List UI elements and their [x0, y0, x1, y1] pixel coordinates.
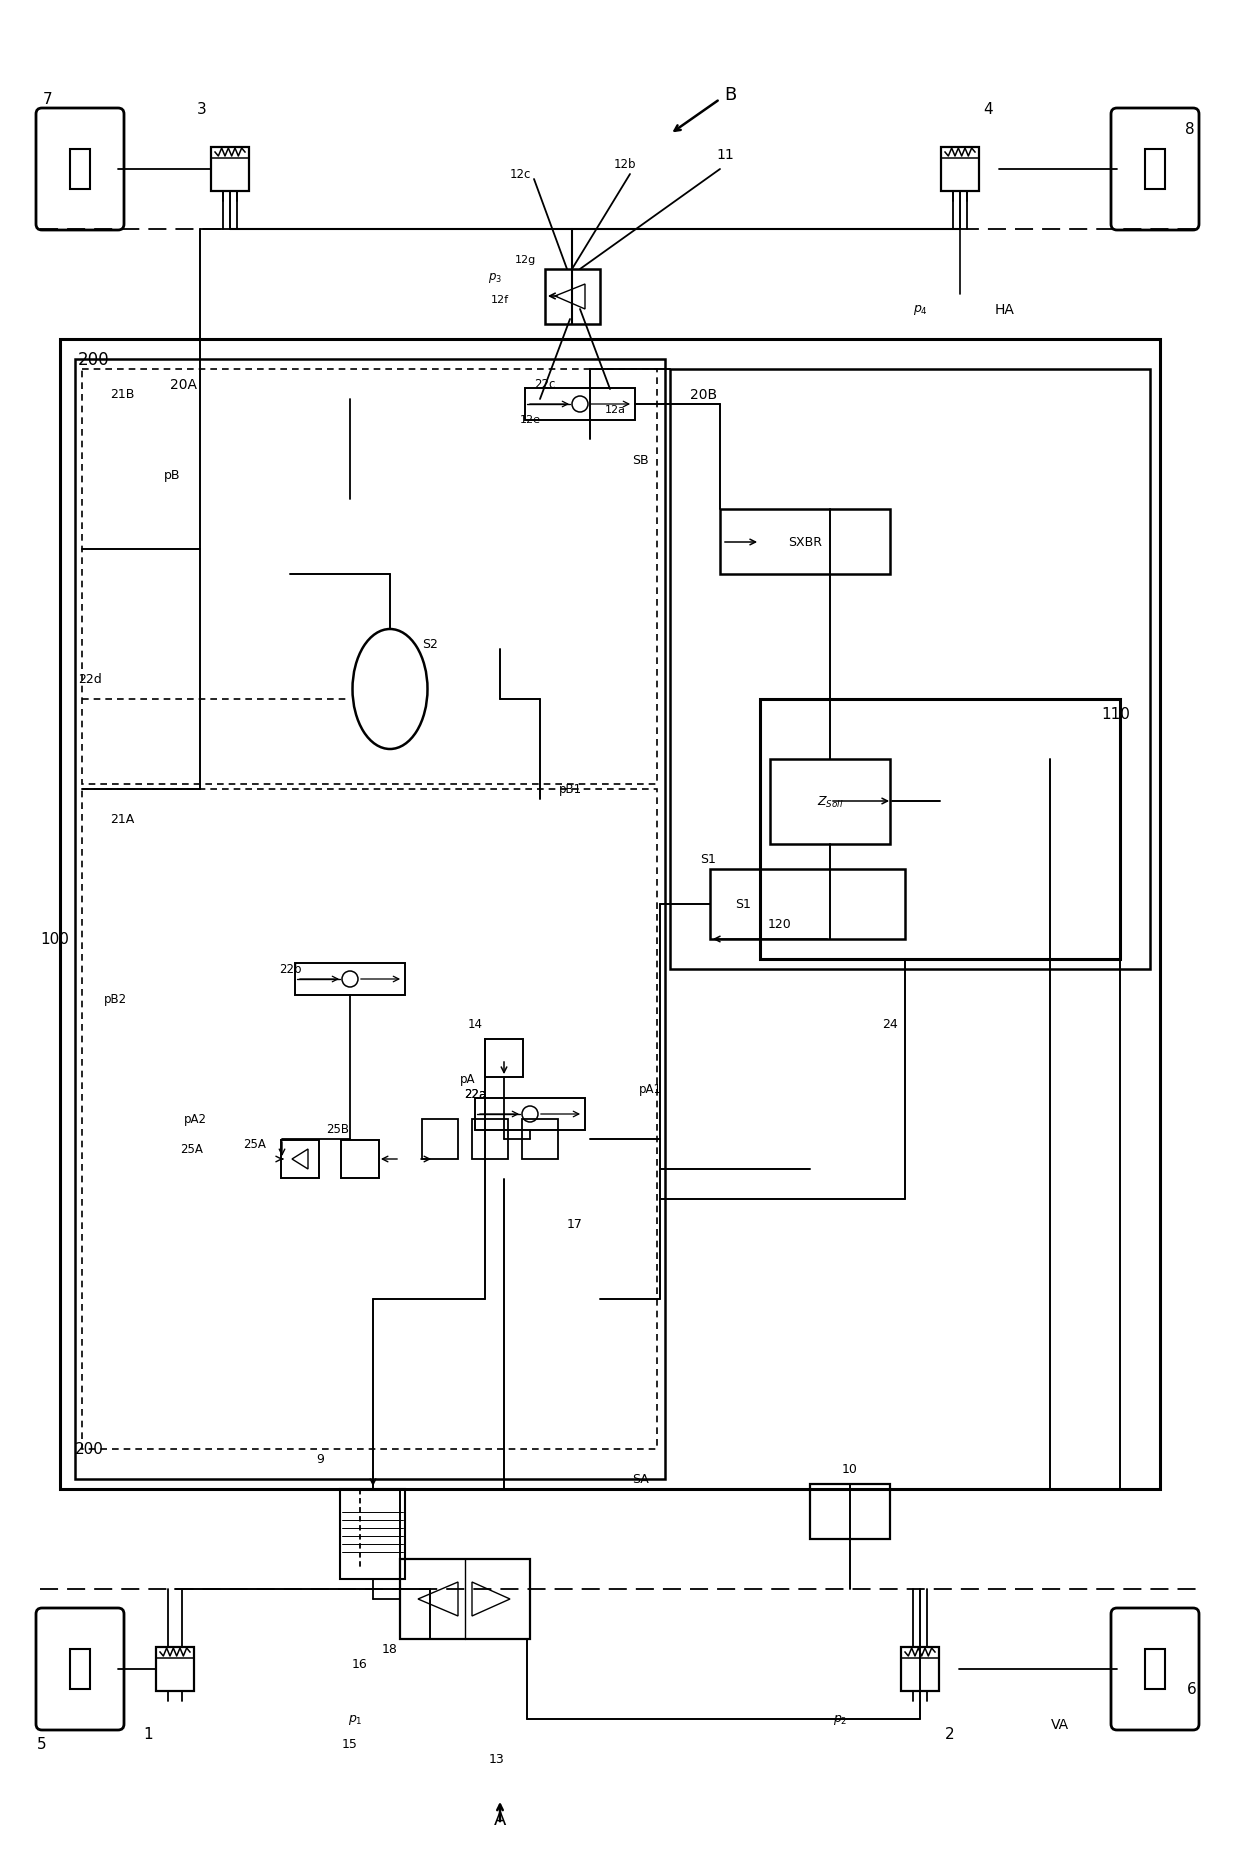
Text: S1: S1 [735, 897, 751, 910]
Bar [711, 869, 905, 940]
Text: 22c: 22c [534, 378, 556, 391]
Bar [340, 1510, 405, 1555]
Text: 10: 10 [842, 1463, 858, 1476]
Text: 200: 200 [78, 350, 109, 369]
Text: S1: S1 [701, 852, 715, 865]
Text: SXBR: SXBR [787, 536, 822, 549]
Text: 15: 15 [342, 1738, 358, 1751]
Text: SA: SA [631, 1472, 649, 1485]
Text: 21B: 21B [110, 388, 134, 401]
Text: 12b: 12b [614, 159, 636, 172]
Bar [82, 369, 657, 785]
Text: 18: 18 [382, 1643, 398, 1656]
Bar [422, 1120, 458, 1159]
Bar [525, 390, 635, 421]
Text: 8: 8 [1185, 122, 1195, 137]
Text: 22b: 22b [279, 963, 301, 976]
Text: pB: pB [164, 468, 180, 481]
Bar [472, 1120, 508, 1159]
Text: 22a: 22a [464, 1088, 486, 1101]
Bar [901, 1646, 939, 1691]
Text: $p_3$: $p_3$ [489, 272, 502, 285]
Text: pA1: pA1 [639, 1083, 661, 1096]
Text: 2: 2 [945, 1727, 955, 1742]
Text: $p_2$: $p_2$ [833, 1712, 847, 1727]
Bar [720, 509, 890, 575]
Bar [1145, 1648, 1166, 1689]
Text: $p_1$: $p_1$ [347, 1712, 362, 1727]
Text: 5: 5 [37, 1736, 47, 1751]
Text: 20A: 20A [170, 378, 197, 391]
Text: 100: 100 [40, 933, 69, 948]
Text: 22a: 22a [464, 1088, 486, 1101]
Bar [211, 148, 249, 191]
Text: 16: 16 [352, 1658, 368, 1671]
Text: 120: 120 [768, 918, 792, 931]
Text: 22d: 22d [78, 672, 102, 686]
Bar [340, 1489, 405, 1579]
Text: 25A: 25A [243, 1139, 267, 1150]
Text: pB2: pB2 [103, 993, 126, 1006]
Text: HA: HA [994, 303, 1014, 317]
Text: B: B [724, 86, 737, 103]
Text: 11: 11 [717, 148, 734, 161]
Text: 24: 24 [882, 1017, 898, 1030]
Text: 12f: 12f [491, 294, 510, 305]
Text: 20B: 20B [689, 388, 717, 403]
Text: 17: 17 [567, 1217, 583, 1231]
Bar [74, 360, 665, 1480]
Text: pA2: pA2 [184, 1113, 207, 1126]
Bar [770, 760, 890, 845]
Text: 6: 6 [1187, 1682, 1197, 1697]
Text: 25B: 25B [326, 1124, 350, 1135]
Bar [546, 270, 600, 324]
Bar [401, 1558, 529, 1639]
Text: 12a: 12a [605, 405, 625, 414]
Text: 14: 14 [467, 1017, 482, 1030]
Text: 110: 110 [1101, 708, 1130, 723]
Bar [60, 339, 1159, 1489]
Bar [281, 1141, 319, 1178]
Text: 21A: 21A [110, 813, 134, 826]
Bar [69, 1648, 91, 1689]
Bar [82, 790, 657, 1450]
Text: A: A [494, 1809, 506, 1828]
Text: $Z_{Soll}$: $Z_{Soll}$ [817, 794, 843, 809]
Bar [341, 1141, 379, 1178]
Text: 13: 13 [489, 1753, 505, 1766]
Bar [760, 701, 1120, 959]
Bar [485, 1040, 523, 1077]
Text: 25A: 25A [181, 1143, 203, 1156]
Bar [670, 369, 1149, 970]
Text: 3: 3 [197, 103, 207, 118]
Text: 12e: 12e [520, 414, 541, 425]
Text: 12c: 12c [510, 169, 531, 182]
Text: 12g: 12g [515, 255, 536, 264]
Text: 4: 4 [983, 103, 993, 118]
Text: pB1: pB1 [558, 783, 582, 796]
Bar [810, 1483, 890, 1540]
Bar [475, 1098, 585, 1131]
Bar [69, 150, 91, 189]
Text: 9: 9 [316, 1453, 324, 1467]
Text: 7: 7 [43, 92, 53, 107]
Text: S2: S2 [422, 639, 438, 652]
Text: VA: VA [1052, 1718, 1069, 1731]
Bar [941, 148, 980, 191]
Text: 1: 1 [143, 1727, 153, 1742]
Text: pA: pA [460, 1073, 476, 1086]
Text: $p_4$: $p_4$ [913, 303, 928, 317]
Bar [522, 1120, 558, 1159]
Bar [156, 1646, 193, 1691]
Bar [295, 963, 405, 995]
Bar [1145, 150, 1166, 189]
Text: SB: SB [631, 453, 649, 466]
Text: 200: 200 [74, 1442, 104, 1457]
